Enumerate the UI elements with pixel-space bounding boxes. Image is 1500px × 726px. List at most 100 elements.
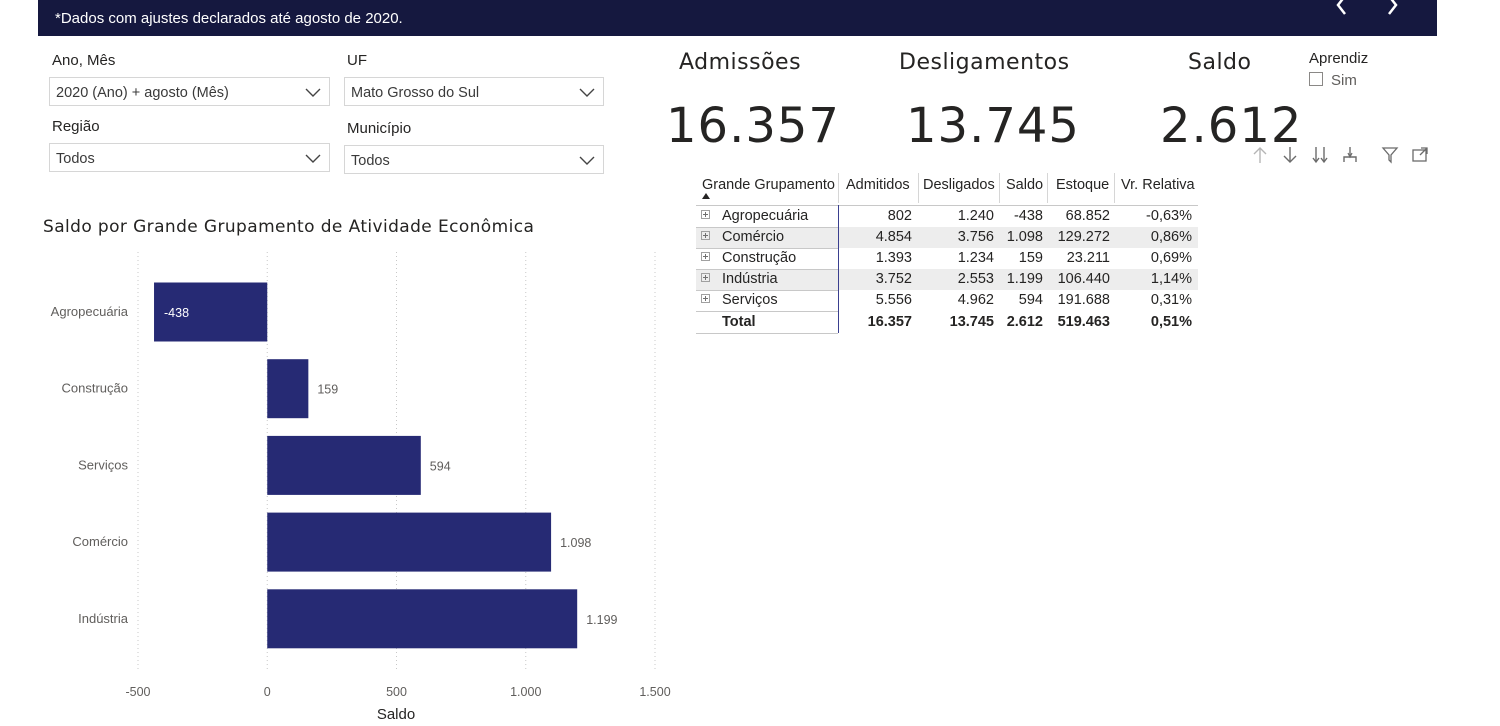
bar: [267, 435, 421, 495]
row-label: Serviços: [722, 292, 778, 308]
table-cell: 3.756: [957, 229, 994, 245]
previous-page-icon[interactable]: [1330, 0, 1352, 16]
chevron-down-icon: [305, 154, 321, 163]
table-cell: 0,31%: [1150, 292, 1192, 308]
column-header[interactable]: Admitidos: [846, 177, 910, 193]
uf-value: Mato Grosso do Sul: [351, 85, 480, 101]
uf-dropdown[interactable]: Mato Grosso do Sul: [344, 77, 604, 106]
data-label: -438: [164, 306, 189, 320]
aprendiz-option-sim[interactable]: Sim: [1309, 72, 1357, 89]
desligamentos-value: 13.745: [906, 98, 1080, 154]
column-header[interactable]: Saldo: [1006, 177, 1044, 193]
table-cell: 5.556: [875, 292, 912, 308]
checkbox[interactable]: [1309, 72, 1323, 86]
table-cell: 13.745: [949, 314, 994, 330]
admissoes-value: 16.357: [666, 98, 840, 154]
table-cell: 2.612: [1006, 314, 1043, 330]
data-label: 1.098: [560, 536, 591, 550]
desligamentos-title: Desligamentos: [899, 50, 1070, 75]
data-label: 1.199: [586, 613, 617, 627]
x-axis-title: Saldo: [377, 706, 415, 723]
chevron-down-icon: [305, 88, 321, 97]
row-label: Agropecuária: [722, 208, 809, 224]
filter-icon[interactable]: [1380, 145, 1400, 165]
y-category-label: Serviços: [78, 457, 128, 472]
table-cell: 1.393: [875, 250, 912, 266]
regiao-dropdown[interactable]: Todos: [49, 143, 330, 172]
regiao-value: Todos: [56, 151, 95, 167]
table-cell: 159: [1018, 250, 1043, 266]
expand-icon[interactable]: [701, 210, 710, 219]
header-note: *Dados com ajustes declarados até agosto…: [55, 10, 403, 27]
saldo-value: 2.612: [1160, 98, 1303, 154]
table-cell: 1.098: [1006, 229, 1043, 245]
ano-mes-dropdown[interactable]: 2020 (Ano) + agosto (Mês): [49, 77, 330, 106]
expand-icon[interactable]: [701, 231, 710, 240]
drill-down-icon[interactable]: [1280, 145, 1300, 165]
expand-hierarchy-icon[interactable]: [1340, 145, 1360, 165]
municipio-dropdown[interactable]: Todos: [344, 145, 604, 174]
expand-icon[interactable]: [701, 294, 710, 303]
x-tick-label: -500: [125, 685, 150, 699]
ano-mes-label: Ano, Mês: [52, 52, 116, 69]
bar: [267, 512, 552, 572]
table-cell: 0,86%: [1150, 229, 1192, 245]
table-cell: 4.854: [875, 229, 912, 245]
column-header[interactable]: Estoque: [1056, 177, 1110, 193]
sort-ascending-icon: [702, 193, 710, 199]
y-category-label: Construção: [62, 381, 128, 396]
uf-label: UF: [347, 52, 367, 69]
table-cell: 0,69%: [1150, 250, 1192, 266]
expand-icon[interactable]: [701, 273, 710, 282]
row-label: Total: [722, 314, 756, 330]
saldo-title: Saldo: [1188, 50, 1252, 75]
bar: [154, 282, 268, 342]
table-row: Comércio 4.854 3.756 1.098 129.272 0,86%: [696, 227, 1198, 248]
x-tick-label: 1.500: [639, 685, 670, 699]
regiao-label: Região: [52, 118, 100, 135]
table-cell: 594: [1018, 292, 1043, 308]
expand-icon[interactable]: [701, 252, 710, 261]
saldo-bar-chart: -500 0 500 1.000 1.500 Saldo Agropecuária -438 C…: [51, 252, 671, 723]
table-cell: 519.463: [1057, 314, 1110, 330]
column-header[interactable]: Vr. Relativa: [1121, 177, 1195, 193]
table-row: Construção 1.393 1.234 159 23.211 0,69%: [696, 248, 1198, 269]
table-cell: 4.962: [957, 292, 994, 308]
y-category-label: Indústria: [78, 611, 129, 626]
row-label: Construção: [722, 250, 797, 266]
drill-up-icon[interactable]: [1250, 145, 1270, 165]
table-header: Grande Grupamento Admitidos Desligados S…: [696, 171, 1198, 206]
x-tick-label: 0: [264, 685, 271, 699]
table-total-row: Total 16.357 13.745 2.612 519.463 0,51%: [696, 312, 1198, 333]
table-cell: 191.688: [1057, 292, 1110, 308]
x-tick-label: 500: [386, 685, 407, 699]
chevron-down-icon: [579, 156, 595, 165]
column-header[interactable]: Desligados: [923, 177, 995, 193]
table-cell: 2.553: [957, 271, 994, 287]
report-header: *Dados com ajustes declarados até agosto…: [38, 0, 1437, 36]
row-label: Indústria: [722, 271, 778, 287]
focus-mode-icon[interactable]: [1410, 145, 1430, 165]
bar: [267, 589, 578, 649]
municipio-label: Município: [347, 120, 412, 137]
chevron-down-icon: [579, 88, 595, 97]
column-header[interactable]: Grande Grupamento: [702, 177, 835, 193]
table-row: Indústria 3.752 2.553 1.199 106.440 1,14…: [696, 269, 1198, 290]
ano-mes-value: 2020 (Ano) + agosto (Mês): [56, 85, 229, 101]
table-row: Agropecuária 802 1.240 -438 68.852 -0,63…: [696, 206, 1198, 227]
table-cell: 16.357: [867, 314, 912, 330]
table-cell: 1.240: [957, 208, 994, 224]
table-cell: 68.852: [1065, 208, 1110, 224]
data-label: 159: [317, 383, 338, 397]
next-page-icon[interactable]: [1382, 0, 1404, 16]
table-cell: 1.199: [1006, 271, 1043, 287]
table-cell: 802: [887, 208, 912, 224]
table-cell: -0,63%: [1146, 208, 1192, 224]
table-row: Serviços 5.556 4.962 594 191.688 0,31%: [696, 290, 1198, 311]
aprendiz-label: Aprendiz: [1309, 50, 1369, 67]
go-to-next-level-icon[interactable]: [1310, 145, 1330, 165]
admissoes-title: Admissões: [679, 50, 802, 75]
table-cell: 129.272: [1057, 229, 1110, 245]
x-tick-label: 1.000: [510, 685, 541, 699]
table-cell: -438: [1013, 208, 1043, 224]
